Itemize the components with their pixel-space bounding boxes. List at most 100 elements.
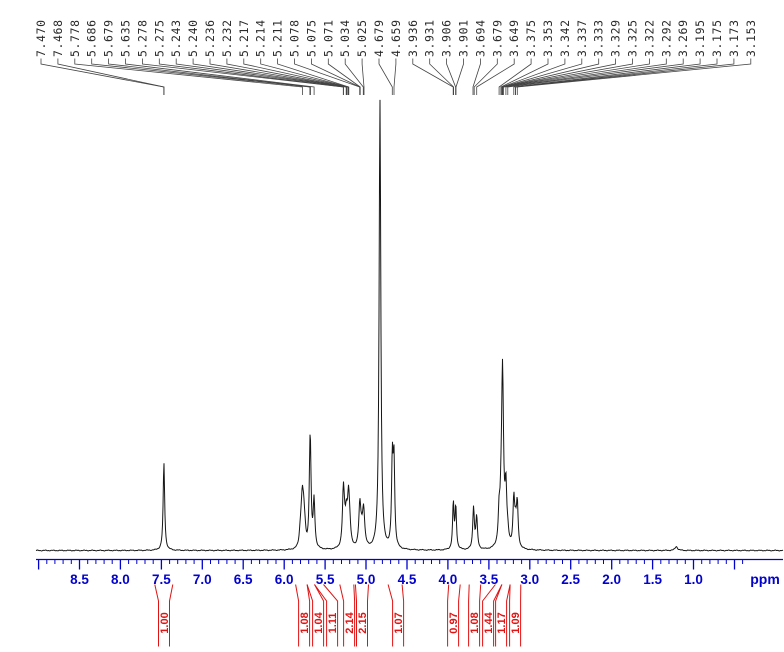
peak-connector xyxy=(125,58,315,95)
peak-label: 7.470 xyxy=(34,19,48,57)
integral-value: 1.07 xyxy=(393,612,405,633)
integral-value: 1.17 xyxy=(496,612,508,633)
peak-connector xyxy=(311,58,361,95)
peak-connector xyxy=(515,58,735,95)
peak-connector xyxy=(277,58,350,95)
integral-bracket xyxy=(447,584,461,647)
peak-label: 3.337 xyxy=(575,19,589,57)
peak-label: 5.211 xyxy=(271,19,285,57)
peak-label: 5.217 xyxy=(237,19,251,57)
peak-connector xyxy=(501,58,566,95)
integral-value: 1.09 xyxy=(510,612,522,633)
integral-bracket xyxy=(314,584,339,647)
integral-bracket xyxy=(354,584,369,647)
peak-label: 5.278 xyxy=(135,19,149,57)
peak-connector xyxy=(327,58,361,95)
peak-connector xyxy=(294,58,361,95)
peak-label: 5.025 xyxy=(355,19,369,57)
peak-label: 3.292 xyxy=(659,19,673,57)
peak-label: 5.240 xyxy=(186,19,200,57)
peak-label: 3.322 xyxy=(642,19,656,57)
x-axis: 8.5 8.0 7.5 7.0 6.5 6.0 5.5 5.0 4.5 4.0 3.5 3.0 2.5 2… xyxy=(36,558,783,587)
integral-bracket xyxy=(468,584,482,647)
peak-connector xyxy=(108,58,311,95)
peak-connector xyxy=(472,58,481,95)
peak-label: 5.232 xyxy=(220,19,234,57)
integral-value: 2.15 xyxy=(357,612,369,633)
integral-value: 0.97 xyxy=(448,612,460,633)
peak-label: 5.071 xyxy=(321,19,335,57)
ppm-unit-label: ppm xyxy=(750,571,780,587)
peak-connector xyxy=(503,58,650,95)
peak-label: 5.686 xyxy=(85,19,99,57)
peak-connector xyxy=(91,58,311,95)
peak-connector xyxy=(505,58,667,95)
peak-label: 5.635 xyxy=(119,19,133,57)
integral-bracket xyxy=(387,584,405,647)
peak-label: 3.936 xyxy=(406,19,420,57)
integral-bracket xyxy=(509,584,522,647)
integral-bracket xyxy=(339,584,356,647)
peak-connector xyxy=(142,58,344,95)
peak-label: 5.236 xyxy=(203,19,217,57)
integral-bracket xyxy=(154,584,174,647)
peak-connector xyxy=(412,58,454,95)
peak-connector xyxy=(393,58,397,95)
axis-tick-label: 2.5 xyxy=(561,572,580,587)
axis-tick-label: 6.5 xyxy=(234,572,253,587)
peak-label: 3.175 xyxy=(710,19,724,57)
integral-value: 1.00 xyxy=(159,612,171,633)
axis-tick-label: 2.0 xyxy=(602,572,621,587)
integral-bracket xyxy=(306,584,325,647)
peak-connector xyxy=(516,58,752,95)
peak-label: 3.649 xyxy=(507,19,521,57)
peak-label: 5.275 xyxy=(152,19,166,57)
peak-label: 5.778 xyxy=(68,19,82,57)
axis-tick-label: 8.0 xyxy=(111,572,130,587)
peak-label: 4.659 xyxy=(389,19,403,57)
peak-label: 5.078 xyxy=(288,19,302,57)
peak-connector xyxy=(446,58,456,95)
peak-connector xyxy=(498,58,532,95)
integrals-group: 1.00 1.08 1.04 1.11 2.14 2.15 1.07 0.97 1.08 1.44… xyxy=(154,584,522,647)
peak-label: 3.342 xyxy=(558,19,572,57)
axis-tick-label: 7.0 xyxy=(193,572,212,587)
axis-tick-label: 6.0 xyxy=(275,572,294,587)
peak-label: 3.153 xyxy=(744,19,758,57)
axis-tick-label: 1.0 xyxy=(684,572,703,587)
integral-value: 1.44 xyxy=(483,611,495,633)
axis-tick-label: 4.5 xyxy=(398,572,417,587)
peak-connector xyxy=(507,58,684,95)
peak-connector xyxy=(476,58,515,95)
peak-label: 5.034 xyxy=(338,19,352,57)
peak-label: 3.333 xyxy=(592,19,606,57)
peak-label: 3.679 xyxy=(490,19,504,57)
peak-connector xyxy=(226,58,348,95)
peak-connector xyxy=(500,58,549,95)
axis-tick-label: 4.0 xyxy=(439,572,458,587)
peak-label: 3.931 xyxy=(423,19,437,57)
peak-connector xyxy=(455,58,464,95)
peak-connector xyxy=(361,58,365,95)
axis-tick-label: 5.0 xyxy=(357,572,376,587)
peak-connector xyxy=(158,58,344,95)
peak-label: 3.375 xyxy=(524,19,538,57)
peak-connector xyxy=(429,58,454,95)
peak-connector xyxy=(473,58,498,95)
nmr-trace xyxy=(35,99,784,552)
peak-connector xyxy=(344,58,364,95)
peak-connector xyxy=(74,58,303,95)
connector-lines xyxy=(40,58,752,95)
peak-connector xyxy=(378,58,393,95)
axis-tick-label: 5.5 xyxy=(316,572,335,587)
peak-label: 3.269 xyxy=(676,19,690,57)
axis-tick-label: 7.5 xyxy=(152,572,171,587)
peak-label: 3.353 xyxy=(541,19,555,57)
peak-label: 5.075 xyxy=(304,19,318,57)
peak-label: 3.173 xyxy=(727,19,741,57)
peak-label: 4.679 xyxy=(372,19,386,57)
spectrum-line xyxy=(35,99,784,552)
peak-label: 5.214 xyxy=(254,19,268,57)
